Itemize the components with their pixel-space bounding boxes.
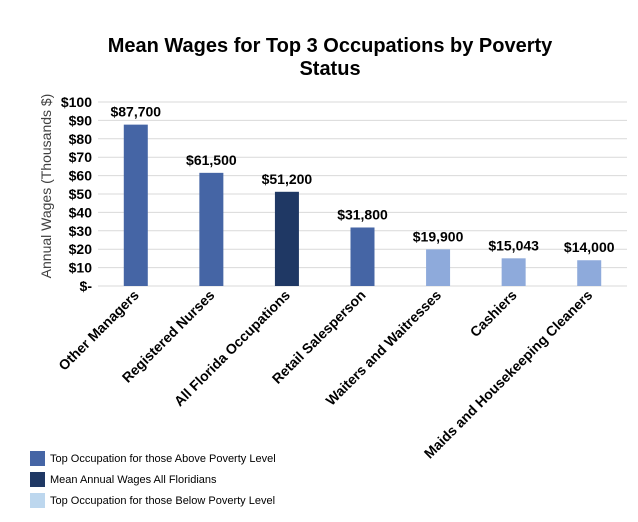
data-label: $14,000 <box>564 239 615 255</box>
legend-item-mean-wages: Mean Annual Wages All Floridians <box>30 469 276 490</box>
bar <box>350 227 375 286</box>
y-tick-label: $40 <box>69 204 93 220</box>
data-label: $87,700 <box>110 104 161 120</box>
bar <box>501 258 526 286</box>
y-tick-label: $80 <box>69 131 93 147</box>
data-label: $15,043 <box>488 237 539 253</box>
bar <box>274 191 299 286</box>
y-tick-label: $100 <box>61 94 92 110</box>
legend-item-above-poverty: Top Occupation for those Above Poverty L… <box>30 448 276 469</box>
y-tick-label: $60 <box>69 168 93 184</box>
data-label: $19,900 <box>413 228 464 244</box>
chart-title-line-1: Mean Wages for Top 3 Occupations by Pove… <box>108 35 553 57</box>
legend-item-below-poverty: Top Occupation for those Below Poverty L… <box>30 490 276 511</box>
bar <box>577 260 602 286</box>
bar <box>199 172 224 286</box>
data-label: $51,200 <box>262 171 313 187</box>
y-tick-label: $90 <box>69 112 93 128</box>
x-tick-label: Other Managers <box>55 287 142 374</box>
legend-swatch-below-poverty <box>30 493 45 508</box>
y-tick-label: $20 <box>69 241 93 257</box>
x-tick-label: Maids and Housekeeping Cleaners <box>421 287 596 462</box>
gridlines <box>98 101 627 287</box>
data-label: $31,800 <box>337 206 388 222</box>
bar <box>123 124 148 286</box>
bar <box>426 249 451 286</box>
bars <box>123 124 602 286</box>
y-tick-label: $70 <box>69 149 93 165</box>
legend-label-above-poverty: Top Occupation for those Above Poverty L… <box>50 452 276 465</box>
data-label: $61,500 <box>186 152 237 168</box>
legend: Top Occupation for those Above Poverty L… <box>30 448 276 511</box>
legend-swatch-above-poverty <box>30 451 45 466</box>
y-tick-label: $- <box>80 278 93 294</box>
legend-swatch-mean-wages <box>30 472 45 487</box>
x-tick-label: Cashiers <box>467 287 520 340</box>
y-tick-label: $30 <box>69 223 93 239</box>
chart-title-line-2: Status <box>299 58 360 80</box>
data-labels: $87,700 $61,500 $51,200 $31,800 $19,900 $15,0… <box>110 104 614 256</box>
y-tick-label: $10 <box>69 260 93 276</box>
legend-label-below-poverty: Top Occupation for those Below Poverty L… <box>50 494 276 507</box>
legend-label-mean-wages: Mean Annual Wages All Floridians <box>50 473 217 486</box>
y-axis-ticks: $- $10 $20 $30 $40 $50 $60 $70 $80 $90 $100 <box>61 94 92 294</box>
y-tick-label: $50 <box>69 186 93 202</box>
y-axis-label: Annual Wages (Thousands $) <box>38 94 54 279</box>
